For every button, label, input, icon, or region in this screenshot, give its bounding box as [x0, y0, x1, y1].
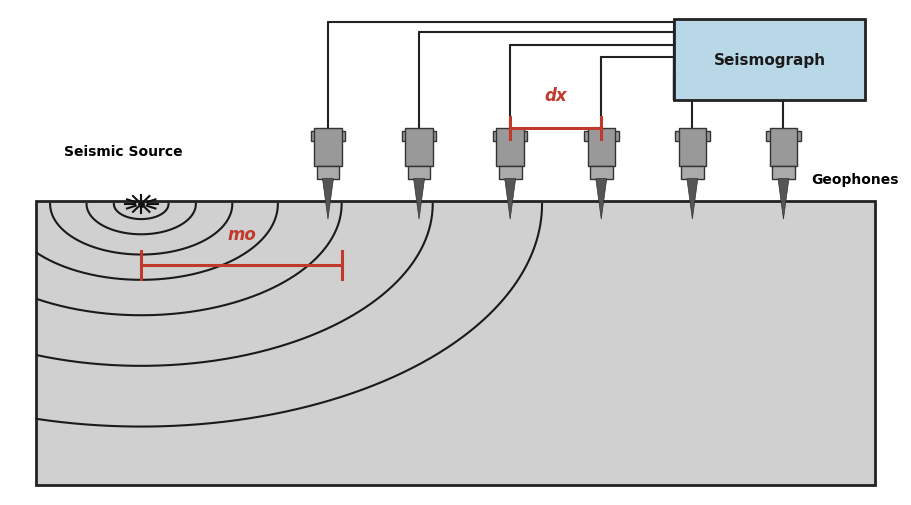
FancyBboxPatch shape: [770, 129, 797, 167]
FancyBboxPatch shape: [496, 129, 524, 167]
FancyBboxPatch shape: [317, 167, 340, 179]
Text: Geophones: Geophones: [811, 172, 898, 186]
FancyBboxPatch shape: [405, 129, 433, 167]
FancyBboxPatch shape: [408, 167, 431, 179]
FancyBboxPatch shape: [681, 167, 704, 179]
FancyBboxPatch shape: [773, 167, 795, 179]
Text: mo: mo: [227, 226, 256, 244]
FancyBboxPatch shape: [311, 131, 345, 141]
FancyBboxPatch shape: [679, 129, 706, 167]
Text: Seismograph: Seismograph: [713, 53, 826, 68]
FancyBboxPatch shape: [675, 131, 710, 141]
Text: Seismic Source: Seismic Source: [64, 144, 182, 159]
FancyBboxPatch shape: [584, 131, 619, 141]
Polygon shape: [414, 179, 425, 220]
FancyBboxPatch shape: [314, 129, 342, 167]
Polygon shape: [322, 179, 333, 220]
Polygon shape: [505, 179, 516, 220]
FancyBboxPatch shape: [674, 20, 865, 101]
FancyBboxPatch shape: [402, 131, 436, 141]
FancyBboxPatch shape: [493, 131, 527, 141]
FancyBboxPatch shape: [766, 131, 801, 141]
FancyBboxPatch shape: [588, 129, 615, 167]
Polygon shape: [596, 179, 607, 220]
FancyBboxPatch shape: [36, 202, 875, 485]
FancyBboxPatch shape: [590, 167, 613, 179]
Text: dx: dx: [545, 87, 567, 105]
FancyBboxPatch shape: [499, 167, 522, 179]
Polygon shape: [687, 179, 698, 220]
Polygon shape: [778, 179, 789, 220]
